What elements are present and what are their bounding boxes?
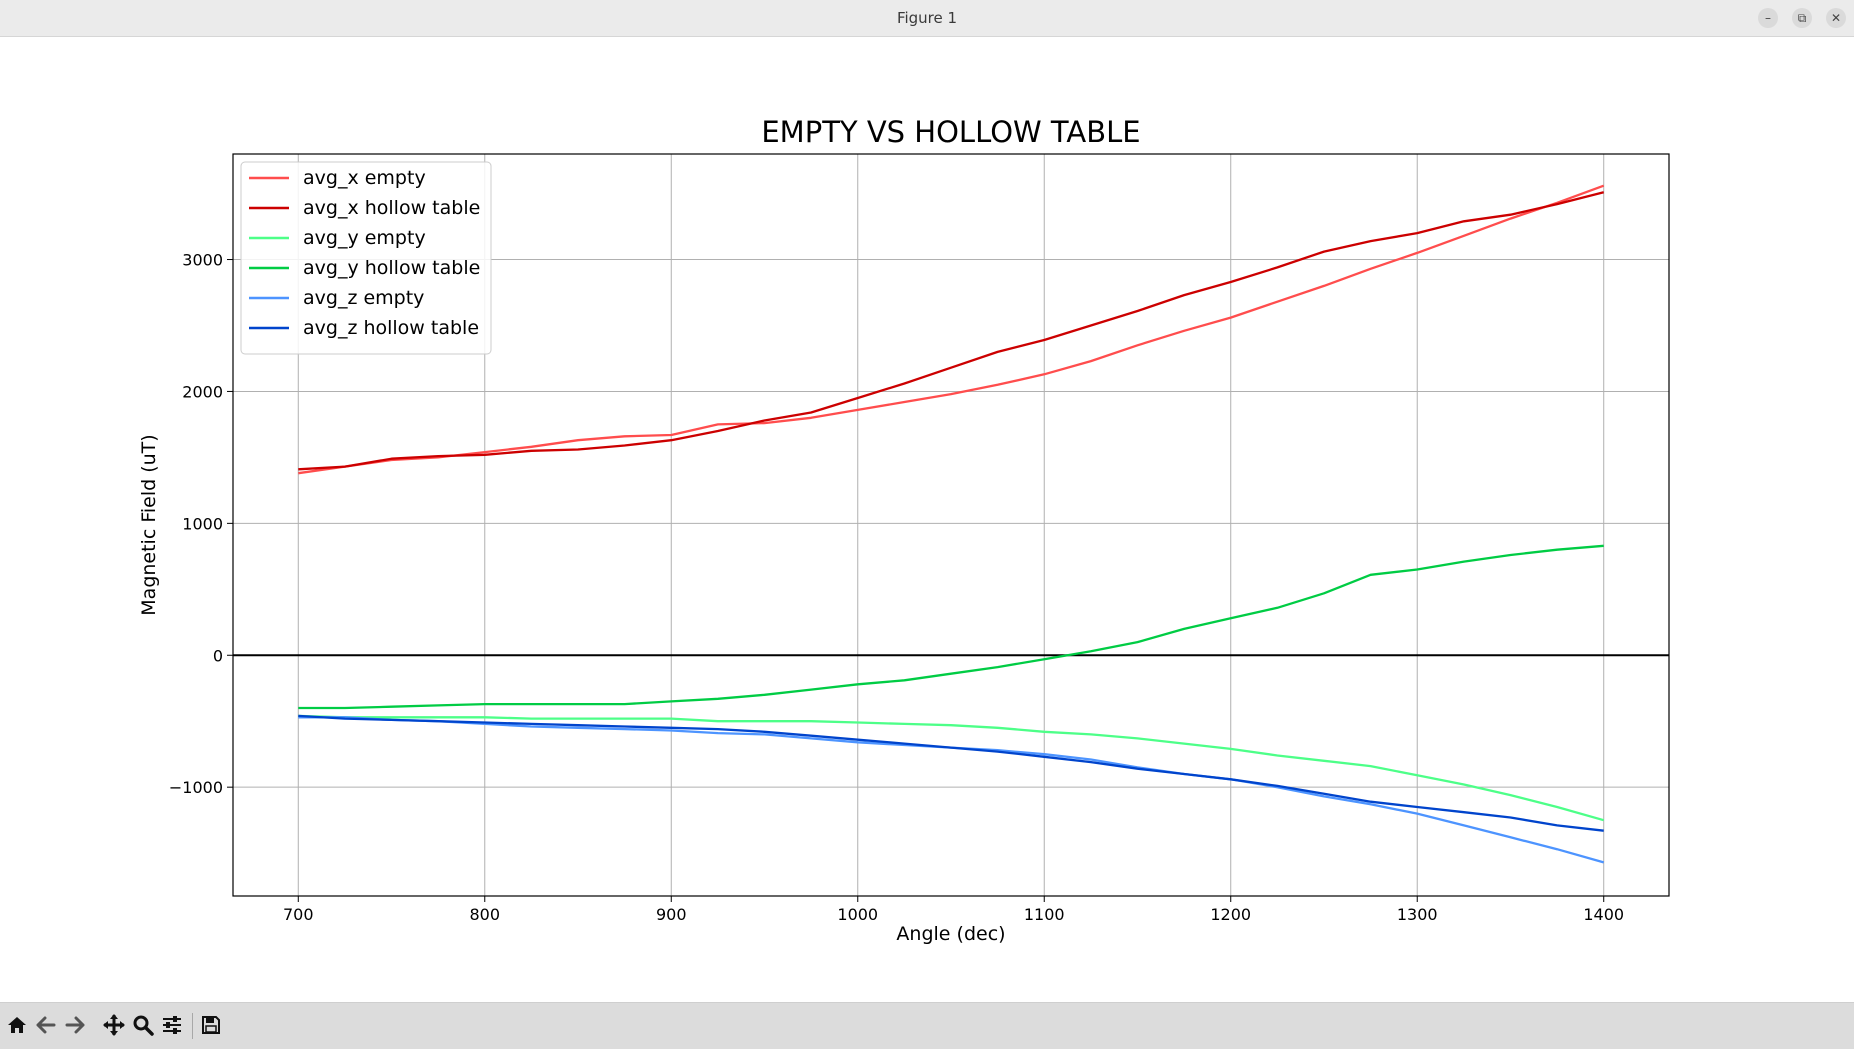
legend-label: avg_x hollow table (303, 197, 480, 219)
chart-title: EMPTY VS HOLLOW TABLE (761, 115, 1140, 149)
maximize-button[interactable]: ⧉ (1792, 8, 1812, 28)
toolbar-separator (192, 1013, 193, 1039)
series-line-avg-z-hollow-table (298, 714, 1604, 832)
y-tick-label: 2000 (182, 382, 223, 401)
home-icon (8, 1017, 26, 1033)
back-arrow-icon (36, 1016, 56, 1034)
plot-frame (232, 153, 1670, 897)
x-tick-label: 700 (283, 905, 314, 924)
x-tick-label: 1400 (1583, 905, 1624, 924)
window-title: Figure 1 (896, 9, 958, 27)
save-icon (202, 1016, 220, 1034)
series-line-avg-y-hollow-table (298, 544, 1604, 710)
y-axis-ticks: −1000 0 1000 2000 3000 (169, 251, 233, 797)
y-axis-label: Magnetic Field (uT) (138, 434, 160, 615)
forward-button[interactable] (62, 1012, 88, 1038)
minimize-button[interactable]: – (1758, 8, 1778, 28)
x-axis-ticks: 700 800 900 1000 1100 1200 1300 1400 (283, 896, 1624, 924)
y-tick-label: 1000 (182, 514, 223, 533)
configure-subplots-icon (163, 1016, 181, 1034)
x-tick-label: 1000 (837, 905, 878, 924)
legend-label: avg_x empty (303, 167, 426, 189)
series-lines (298, 184, 1605, 864)
figure-canvas: 700 800 900 1000 1100 1200 1300 1400 −1000 0 1000… (0, 37, 1854, 1002)
x-tick-label: 800 (469, 905, 500, 924)
line-chart: 700 800 900 1000 1100 1200 1300 1400 −1000 0 1000… (138, 115, 1670, 945)
x-tick-label: 1300 (1397, 905, 1438, 924)
y-tick-label: −1000 (169, 778, 223, 797)
legend-label: avg_y empty (303, 227, 426, 249)
legend-label: avg_y hollow table (303, 257, 480, 279)
window-titlebar: Figure 1 – ⧉ ✕ (0, 0, 1854, 37)
configure-subplots-button[interactable] (159, 1012, 185, 1038)
y-tick-label: 3000 (182, 251, 223, 270)
series-line-avg-y-empty (298, 714, 1605, 822)
y-tick-label: 0 (213, 646, 223, 665)
series-line-avg-x-empty (298, 184, 1605, 475)
close-button[interactable]: ✕ (1826, 8, 1846, 28)
x-tick-label: 1100 (1024, 905, 1065, 924)
forward-arrow-icon (65, 1016, 85, 1034)
legend-frame (240, 161, 492, 355)
pan-icon (103, 1014, 125, 1036)
legend-label: avg_z empty (303, 287, 424, 309)
zoom-icon (133, 1015, 154, 1036)
pan-button[interactable] (101, 1012, 127, 1038)
legend: avg_x empty avg_x hollow table avg_y empty… (240, 161, 492, 355)
x-tick-label: 1200 (1210, 905, 1251, 924)
matplotlib-toolbar (0, 1002, 1854, 1049)
zoom-button[interactable] (130, 1012, 156, 1038)
series-line-avg-x-hollow-table (298, 191, 1604, 471)
save-button[interactable] (198, 1012, 224, 1038)
home-button[interactable] (4, 1012, 30, 1038)
x-tick-label: 900 (656, 905, 687, 924)
legend-label: avg_z hollow table (303, 317, 479, 339)
back-button[interactable] (33, 1012, 59, 1038)
x-axis-label: Angle (dec) (896, 923, 1005, 945)
